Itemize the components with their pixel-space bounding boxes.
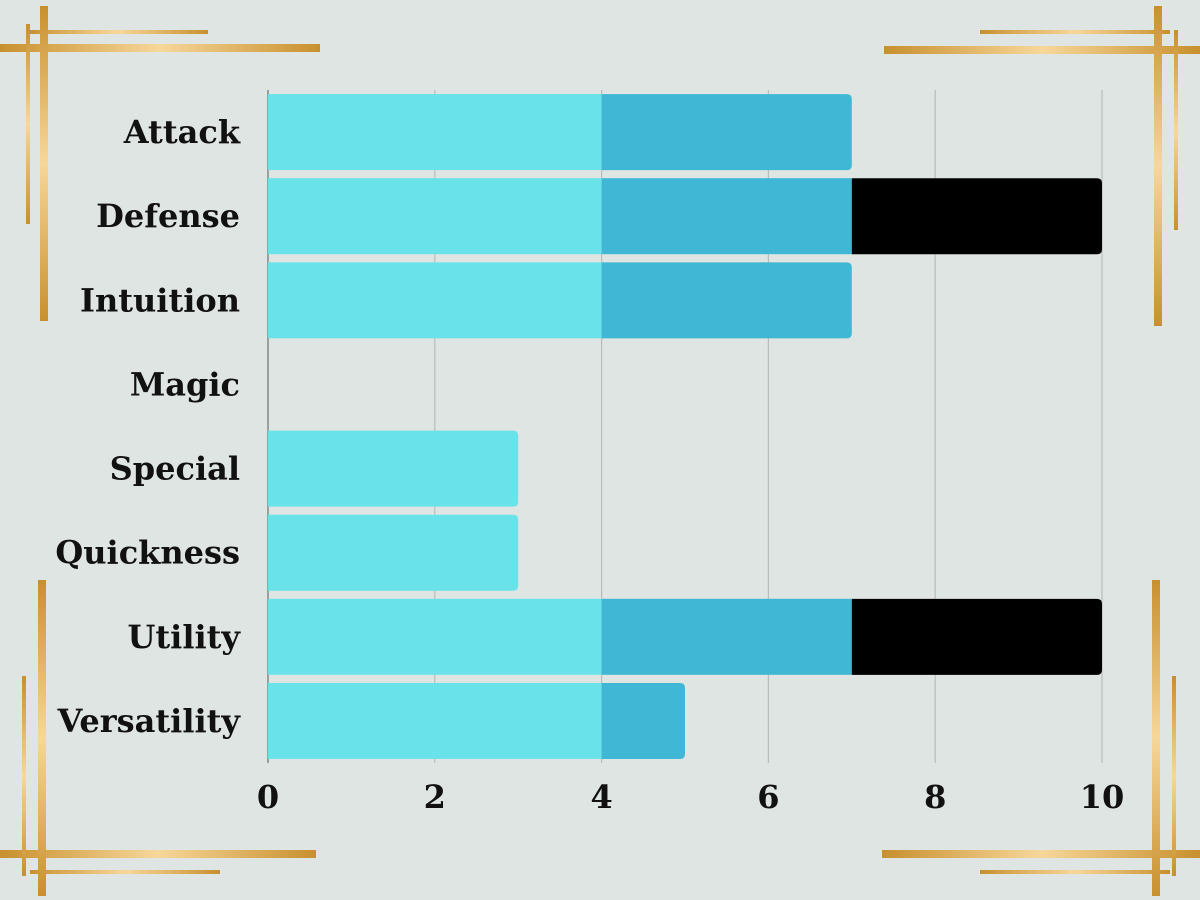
bar-segment-versatility-2 (601, 682, 685, 759)
category-label: Versatility (57, 702, 242, 740)
category-label: Utility (127, 618, 241, 656)
bar-segment-intuition-1 (268, 262, 602, 339)
x-tick-labels: 0 2 4 6 8 10 (257, 778, 1124, 816)
category-label: Intuition (80, 281, 240, 319)
bar-segment-utility-3 (851, 598, 1102, 675)
x-tick-label: 10 (1080, 778, 1125, 816)
bar-segment-quickness-1 (268, 514, 519, 591)
x-tick-label: 8 (924, 778, 946, 816)
bar-segment-intuition-2 (601, 262, 852, 339)
bar-segment-attack-1 (268, 94, 602, 171)
category-label: Special (110, 450, 240, 488)
bar-segment-utility-1 (268, 598, 602, 675)
bar-segment-utility-2 (601, 598, 852, 675)
x-tick-label: 6 (757, 778, 779, 816)
category-labels: Attack Defense Intuition Magic Special Quickn… (55, 113, 241, 740)
category-label: Quickness (55, 534, 240, 572)
bar-segment-special-1 (268, 430, 519, 507)
category-label: Defense (96, 197, 240, 235)
bars (268, 94, 1102, 759)
bar-segment-attack-2 (601, 94, 852, 171)
x-tick-label: 2 (424, 778, 446, 816)
x-tick-label: 0 (257, 778, 279, 816)
bar-segment-versatility-1 (268, 682, 602, 759)
bar-segment-defense-3 (851, 178, 1102, 255)
bar-segment-defense-2 (601, 178, 852, 255)
category-label: Magic (130, 365, 240, 403)
category-label: Attack (123, 113, 241, 151)
bar-segment-defense-1 (268, 178, 602, 255)
x-tick-label: 4 (590, 778, 612, 816)
